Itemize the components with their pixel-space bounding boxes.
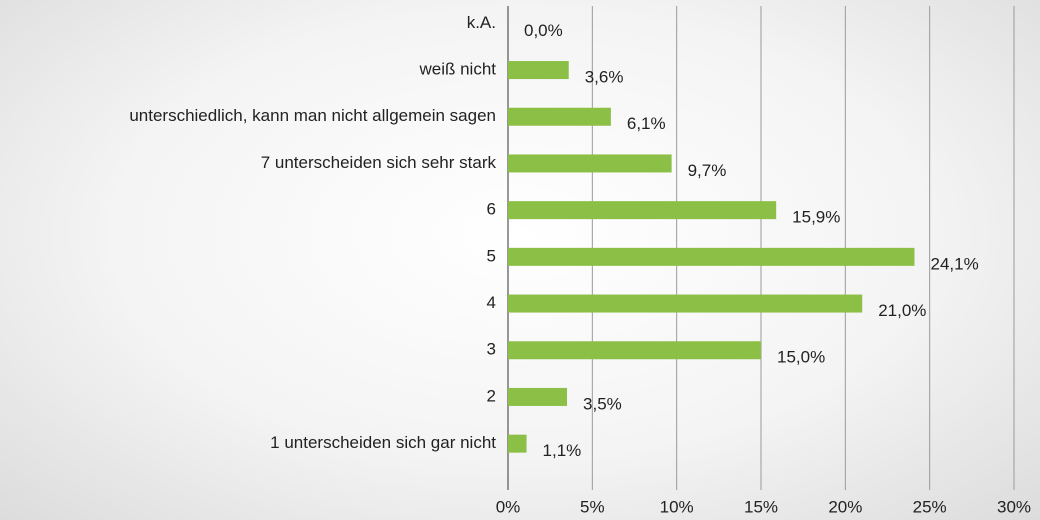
data-label: 1,1% [543,441,582,460]
bar [508,387,568,406]
data-label: 3,6% [585,68,624,87]
data-label: 15,9% [792,208,840,227]
data-label: 9,7% [688,161,727,180]
y-tick-label: 6 [487,200,496,219]
bar [508,247,915,266]
data-label: 0,0% [524,21,563,40]
y-tick-label: weiß nicht [418,60,496,79]
x-tick-label: 10% [660,497,694,516]
bar [508,294,863,313]
x-tick-label: 0% [496,497,521,516]
data-label: 24,1% [930,254,978,273]
bar [508,154,672,173]
x-tick-label: 20% [828,497,862,516]
bar [508,61,569,80]
data-label: 21,0% [878,301,926,320]
y-tick-label: 7 unterscheiden sich sehr stark [261,153,497,172]
bar [508,201,777,220]
y-tick-label: k.A. [467,13,496,32]
x-tick-label: 30% [997,497,1031,516]
bar [508,341,761,360]
y-tick-label: 1 unterscheiden sich gar nicht [270,433,496,452]
x-tick-label: 25% [913,497,947,516]
y-tick-label: 2 [487,386,496,405]
bar [508,434,527,453]
y-tick-label: 5 [487,246,496,265]
data-label: 3,5% [583,394,622,413]
data-label: 15,0% [777,348,825,367]
bar [508,107,611,126]
y-tick-label: unterschiedlich, kann man nicht allgemei… [129,106,496,125]
x-tick-label: 5% [580,497,605,516]
y-tick-label: 3 [487,340,496,359]
x-tick-label: 15% [744,497,778,516]
y-tick-label: 4 [487,293,496,312]
data-label: 6,1% [627,114,666,133]
